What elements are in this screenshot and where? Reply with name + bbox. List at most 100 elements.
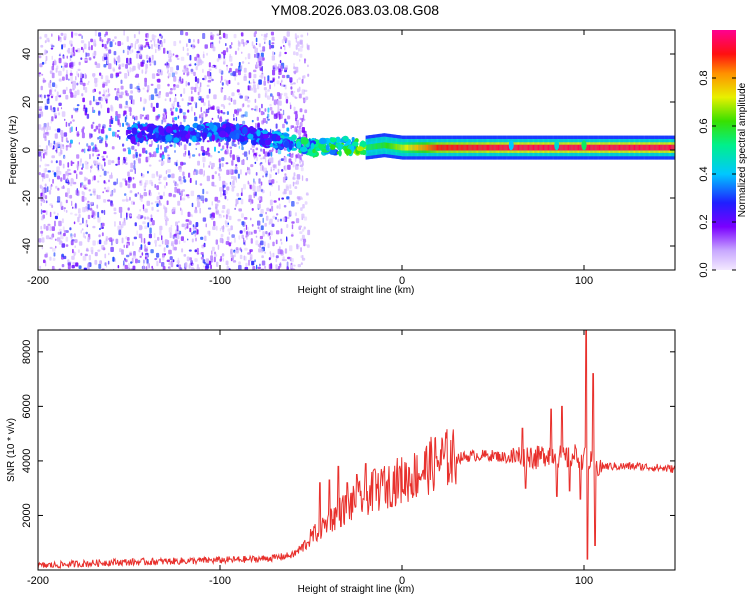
heatmap-cell <box>215 239 218 245</box>
heatmap-cell <box>127 171 130 177</box>
heatmap-cell <box>540 144 542 151</box>
heatmap-cell <box>293 106 296 112</box>
heatmap-cell <box>138 31 141 35</box>
heatmap-cell <box>210 264 212 270</box>
heatmap-cell <box>243 255 246 261</box>
heatmap-cell <box>45 150 48 156</box>
heatmap-cell <box>382 142 385 149</box>
heatmap-cell <box>87 203 90 210</box>
heatmap-cell <box>43 94 46 99</box>
heatmap-cell <box>226 64 228 67</box>
heatmap-cell <box>175 221 178 227</box>
heatmap-cell <box>234 169 238 174</box>
heatmap-cell <box>300 34 304 38</box>
heatmap-cell <box>257 122 260 128</box>
heatmap-cell <box>119 94 123 99</box>
heatmap-cell <box>467 144 469 151</box>
heatmap-cell <box>195 66 198 71</box>
heatmap-cell <box>96 194 98 200</box>
heatmap-cell <box>161 254 165 261</box>
heatmap-cell <box>39 36 42 40</box>
heatmap-cell <box>173 142 176 148</box>
heatmap-cell <box>161 119 163 125</box>
heatmap-cell <box>154 258 158 261</box>
heatmap-cell <box>40 202 42 207</box>
heatmap-cell <box>76 131 80 137</box>
heatmap-cell <box>96 149 100 152</box>
heatmap-cell <box>50 234 53 240</box>
heatmap-cell <box>305 178 309 182</box>
heatmap-cell <box>135 39 138 42</box>
heatmap-cell <box>242 153 245 155</box>
heatmap-cell <box>508 140 514 151</box>
heatmap-cell <box>199 183 203 186</box>
heatmap-cell <box>277 149 282 155</box>
heatmap-cell <box>140 225 143 230</box>
heatmap-cell <box>260 157 263 160</box>
heatmap-cell <box>137 214 141 220</box>
heatmap-cell <box>198 153 201 157</box>
heatmap-cell <box>164 253 166 256</box>
heatmap-cell <box>147 170 149 174</box>
heatmap-cell <box>42 79 47 83</box>
heatmap-cell <box>84 160 88 165</box>
heatmap-cell <box>92 89 95 93</box>
heatmap-cell <box>275 239 278 245</box>
heatmap-cell <box>105 189 109 193</box>
heatmap-cell <box>107 260 110 265</box>
heatmap-cell <box>264 222 267 227</box>
heatmap-cell <box>619 144 621 151</box>
heatmap-cell <box>113 207 117 212</box>
heatmap-cell <box>183 115 187 120</box>
heatmap-cell <box>307 64 309 68</box>
heatmap-cell <box>179 179 183 185</box>
heatmap-cell <box>108 179 110 183</box>
heatmap-cell <box>204 44 208 49</box>
heatmap-cell <box>223 58 226 63</box>
heatmap-cell <box>80 77 83 83</box>
heatmap-cell <box>173 100 175 107</box>
heatmap-cell <box>129 45 132 49</box>
heatmap-cell <box>637 144 639 151</box>
heatmap-cell <box>64 118 66 121</box>
heatmap-cell <box>299 59 301 62</box>
heatmap-cell <box>206 140 210 143</box>
heatmap-cell <box>104 253 107 259</box>
heatmap-cell <box>127 207 130 211</box>
heatmap-cell <box>60 177 63 182</box>
heatmap-cell <box>231 141 235 147</box>
heatmap-cell <box>42 126 47 130</box>
heatmap-cell <box>405 144 407 151</box>
heatmap-cell <box>262 46 266 52</box>
heatmap-cell <box>53 172 57 176</box>
heatmap-cell <box>387 142 389 149</box>
heatmap-cell <box>447 144 449 151</box>
heatmap-cell <box>503 144 505 151</box>
heatmap-cell <box>103 151 107 155</box>
heatmap-cell <box>208 230 211 236</box>
heatmap-cell <box>226 186 230 191</box>
heatmap-cell <box>545 144 547 151</box>
heatmap-cell <box>176 188 181 194</box>
heatmap-cell <box>450 144 452 151</box>
heatmap-cell <box>419 144 421 151</box>
heatmap-cell <box>176 260 180 264</box>
heatmap-cell <box>38 238 42 243</box>
heatmap-cell <box>109 124 112 128</box>
heatmap-cell <box>129 66 131 73</box>
heatmap-cell <box>134 43 136 50</box>
heatmap-cell <box>103 240 108 245</box>
heatmap-cell <box>70 212 73 215</box>
heatmap-cell <box>144 208 148 213</box>
heatmap-cell <box>63 61 67 65</box>
heatmap-cell <box>369 144 371 150</box>
heatmap-cell <box>175 54 179 58</box>
heatmap-cell <box>118 64 121 67</box>
heatmap-cell <box>85 187 88 190</box>
heatmap-cell <box>262 175 264 178</box>
heatmap-cell <box>168 249 172 255</box>
heatmap-cell <box>90 124 94 129</box>
heatmap-cell <box>291 224 294 230</box>
heatmap-cell <box>42 176 44 182</box>
heatmap-cell <box>122 49 125 54</box>
